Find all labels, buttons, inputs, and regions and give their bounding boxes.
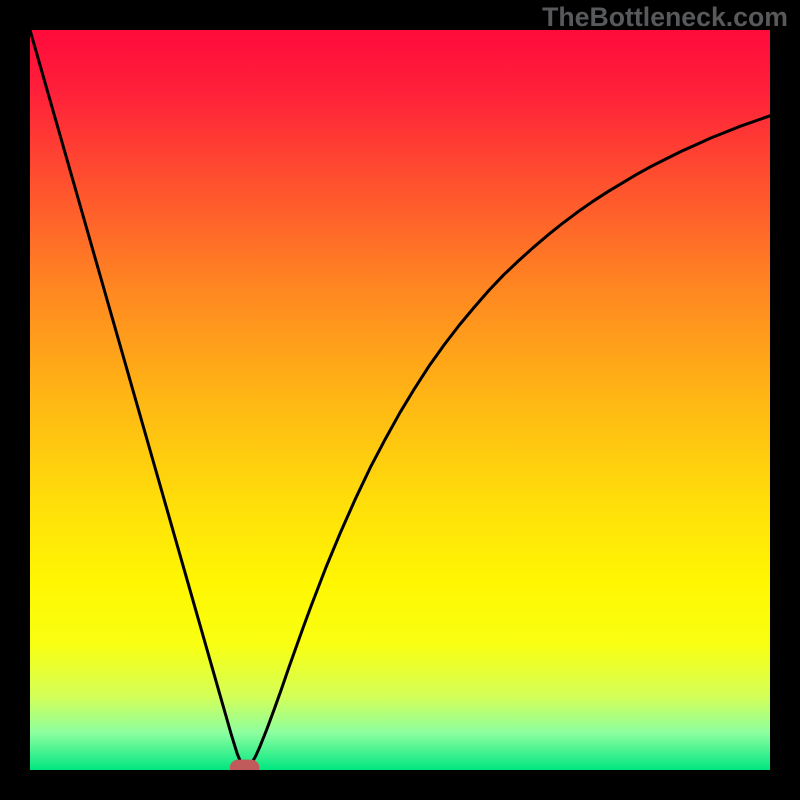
- bottleneck-chart: [0, 0, 800, 800]
- watermark-text: TheBottleneck.com: [542, 2, 788, 33]
- plot-background: [30, 30, 770, 770]
- chart-canvas: TheBottleneck.com: [0, 0, 800, 800]
